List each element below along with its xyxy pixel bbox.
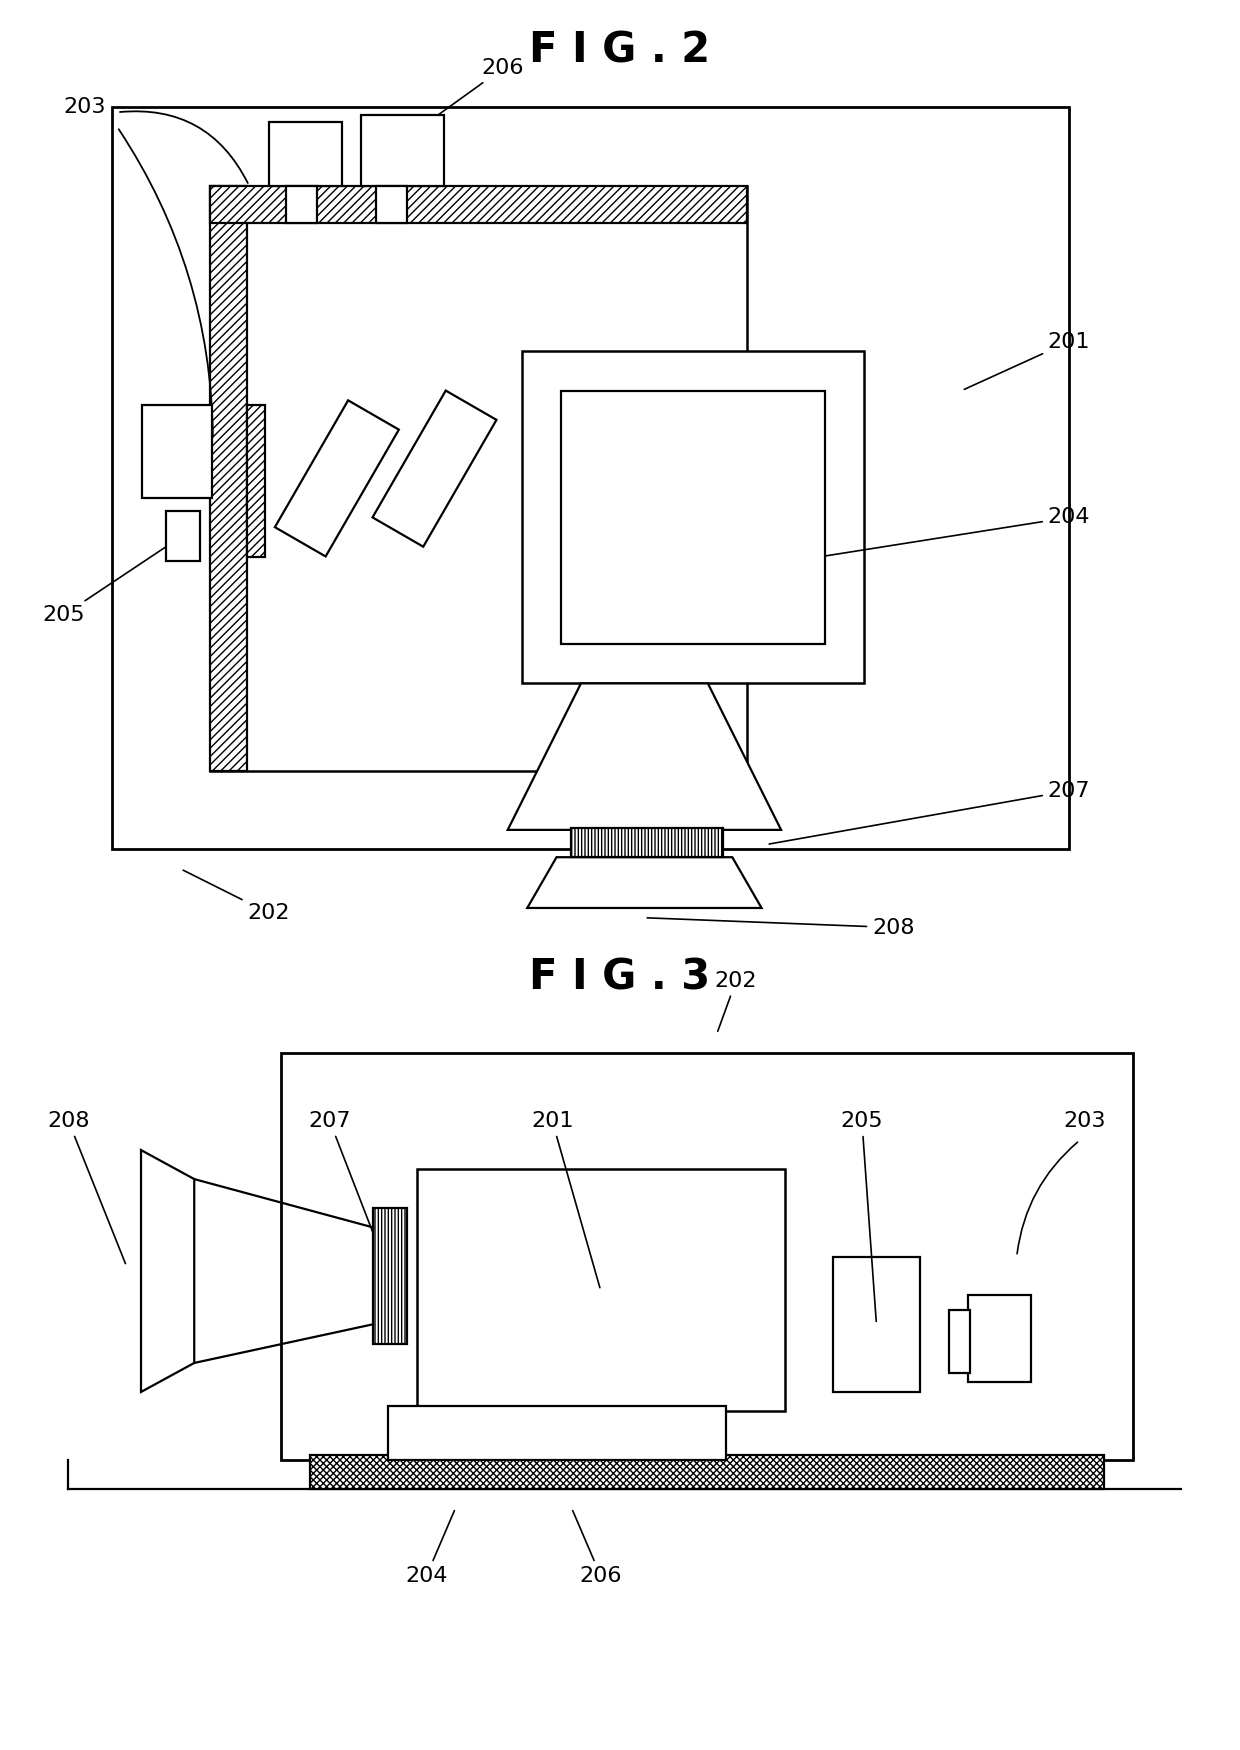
Bar [310, 1454, 1104, 1489]
Bar [210, 186, 247, 772]
Bar [373, 1208, 407, 1344]
Polygon shape [275, 401, 399, 556]
Text: 202: 202 [715, 971, 758, 1031]
Bar [166, 511, 200, 562]
Text: F I G . 2: F I G . 2 [529, 30, 711, 72]
Polygon shape [141, 1150, 195, 1391]
Text: 201: 201 [531, 1111, 600, 1288]
Bar [210, 186, 746, 772]
Bar [210, 186, 746, 222]
Text: 205: 205 [42, 539, 179, 625]
Bar [361, 116, 444, 186]
Text: 208: 208 [647, 917, 915, 938]
Text: 201: 201 [965, 332, 1090, 390]
Bar [949, 1309, 970, 1372]
Text: 207: 207 [769, 780, 1090, 844]
Text: 204: 204 [405, 1510, 454, 1586]
Bar [388, 1407, 727, 1459]
Polygon shape [372, 390, 496, 546]
Polygon shape [527, 858, 761, 908]
Text: 206: 206 [383, 58, 525, 154]
Text: 205: 205 [841, 1111, 883, 1321]
Polygon shape [507, 684, 781, 830]
Text: 203: 203 [1063, 1111, 1106, 1130]
Bar [281, 1054, 1133, 1460]
Text: F I G . 3: F I G . 3 [529, 957, 711, 999]
Bar [522, 352, 864, 684]
Bar [833, 1256, 920, 1391]
Bar [572, 828, 723, 858]
Bar [562, 390, 825, 644]
Text: 202: 202 [184, 870, 290, 922]
Bar [113, 107, 1069, 849]
Text: 206: 206 [573, 1510, 622, 1586]
Bar [376, 186, 407, 222]
Bar [286, 186, 317, 222]
Text: 203: 203 [63, 98, 105, 117]
Bar [141, 406, 212, 499]
Bar [968, 1295, 1032, 1382]
Text: 204: 204 [701, 507, 1090, 576]
Bar [247, 406, 264, 556]
Text: 208: 208 [47, 1111, 125, 1264]
Text: 207: 207 [309, 1111, 388, 1274]
Bar [269, 123, 342, 186]
Bar [417, 1169, 785, 1410]
